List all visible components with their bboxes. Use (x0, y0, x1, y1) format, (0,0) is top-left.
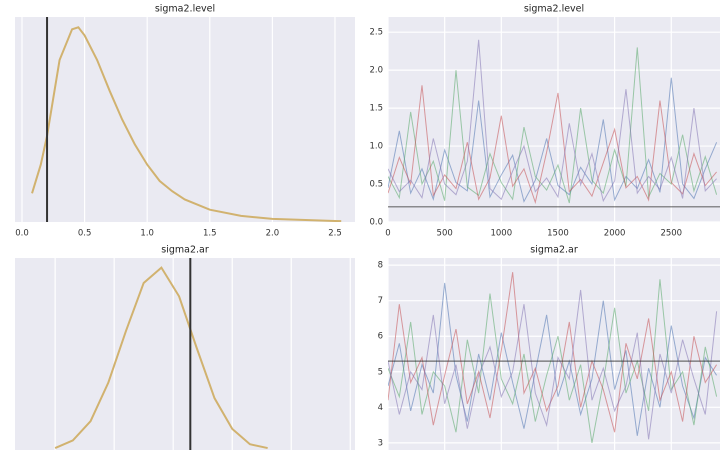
plot-background (388, 258, 720, 450)
y-tick-label: 3 (378, 438, 383, 448)
panel-title: sigma2.level (155, 4, 215, 15)
x-tick-label: 2500 (660, 229, 682, 239)
panel: 0 500 1000 1500 2000 2500 0.0 0.5 1.0 1.5 2.0 2.5 si… (369, 4, 720, 239)
x-tick-label: 0.5 (78, 229, 92, 239)
plot-background (15, 258, 355, 450)
panel: 0.0 0.5 1.0 1.5 2.0 2.5 sigma2.level (15, 4, 355, 239)
plot-background (388, 17, 720, 222)
panel-title: sigma2.level (524, 4, 584, 15)
x-tick-label: 1000 (490, 229, 512, 239)
y-tick-label: 0.0 (369, 218, 383, 228)
x-tick-label: 1.5 (203, 229, 217, 239)
trace-line (388, 272, 718, 433)
x-tick-label: 0 (385, 229, 390, 239)
y-tick-label: 1.5 (369, 104, 383, 114)
x-tick-label: 2.0 (266, 229, 280, 239)
y-tick-label: 2.5 (369, 28, 383, 38)
y-tick-label: 1.0 (369, 142, 383, 152)
trace-line (388, 39, 717, 203)
x-tick-label: 2000 (604, 229, 626, 239)
y-tick-label: 8 (378, 261, 383, 271)
panel: sigma2.ar (15, 245, 355, 450)
y-tick-label: 4 (378, 403, 383, 413)
x-tick-label: 1500 (547, 229, 569, 239)
trace-line (388, 47, 718, 204)
density-curve (31, 26, 342, 222)
density-curve (54, 266, 268, 450)
x-tick-label: 2.5 (328, 229, 342, 239)
y-tick-label: 0.5 (369, 180, 383, 190)
panel-title: sigma2.ar (161, 245, 209, 256)
x-tick-label: 0.0 (15, 229, 29, 239)
trace-line (388, 77, 718, 203)
y-tick-label: 6 (378, 332, 383, 342)
x-tick-label: 500 (437, 229, 453, 239)
x-tick-label: 1.0 (140, 229, 154, 239)
y-tick-label: 7 (378, 296, 383, 306)
panel: 3 4 5 6 7 8 sigma2.ar (378, 245, 720, 450)
panel-title: sigma2.ar (530, 245, 578, 256)
plot-background (15, 17, 355, 222)
y-tick-label: 2.0 (369, 66, 383, 76)
y-tick-label: 5 (378, 367, 383, 377)
